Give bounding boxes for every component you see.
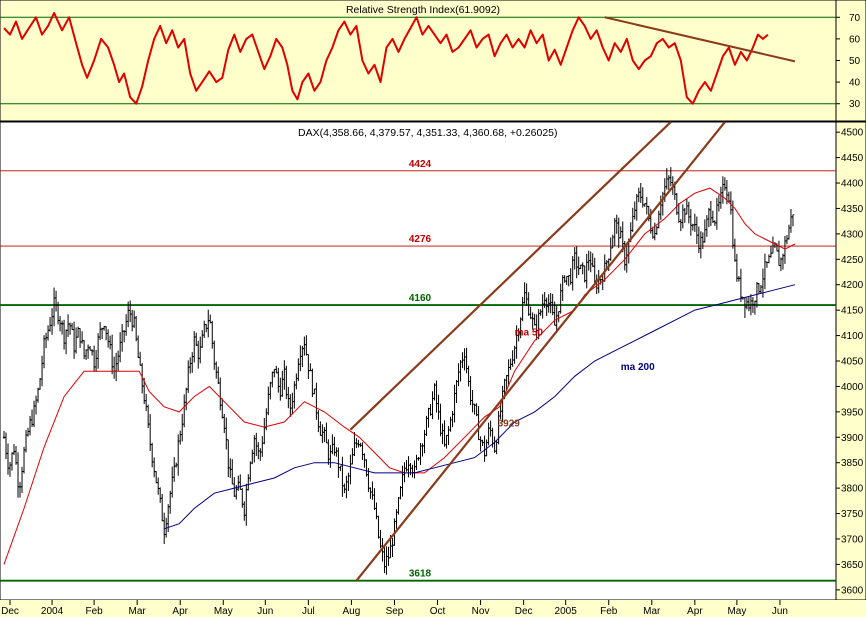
annotation-ma-200: ma 200 <box>621 362 655 373</box>
price-header: DAX(4,358.66, 4,379.57, 4,351.33, 4,360.… <box>298 127 558 139</box>
price-tick-label: 4350 <box>841 204 864 215</box>
annotation-3929: 3929 <box>498 419 521 430</box>
level-label-4276: 4276 <box>409 234 432 245</box>
price-tick-label: 3900 <box>841 433 864 444</box>
x-tick-label: Dec <box>515 606 533 617</box>
price-tick-label: 3850 <box>841 458 864 469</box>
price-tick-label: 3950 <box>841 407 864 418</box>
price-tick-label: 4200 <box>841 280 864 291</box>
x-tick-label: Aug <box>343 606 361 617</box>
price-panel: DAX(4,358.66, 4,379.57, 4,351.33, 4,360.… <box>0 121 866 601</box>
price-plot-background <box>0 121 837 601</box>
price-tick-label: 3800 <box>841 484 864 495</box>
price-tick-label: 4500 <box>841 128 864 139</box>
price-tick-label: 4150 <box>841 306 864 317</box>
rsi-tick-label: 70 <box>849 13 861 24</box>
level-label-3618: 3618 <box>409 569 432 580</box>
x-tick-label: Mar <box>643 606 661 617</box>
price-tick-label: 3600 <box>841 585 864 596</box>
rsi-title: Relative Strength Index(61.9092) <box>346 4 500 16</box>
price-tick-label: 4400 <box>841 179 864 190</box>
x-tick-label: Nov <box>472 606 490 617</box>
rsi-line <box>3 12 769 105</box>
price-tick-label: 4250 <box>841 255 864 266</box>
rsi-plot-background <box>0 0 837 122</box>
x-tick-label: Feb <box>85 606 103 617</box>
rsi-tick-label: 40 <box>849 78 861 89</box>
x-tick-label: Feb <box>600 606 618 617</box>
ma-200-line <box>164 284 796 530</box>
price-tick-label: 3650 <box>841 560 864 571</box>
x-tick-label: Dec <box>1 606 19 617</box>
x-tick-label: Apr <box>172 606 188 617</box>
x-tick-label: Apr <box>687 606 703 617</box>
ma-50-line <box>3 187 796 565</box>
x-tick-label: Jun <box>257 606 273 617</box>
x-tick-label: 2005 <box>555 606 578 617</box>
price-tick-label: 3750 <box>841 509 864 520</box>
x-tick-label: 2004 <box>41 606 64 617</box>
x-tick-label: May <box>727 606 746 617</box>
level-label-4424: 4424 <box>409 159 432 170</box>
price-tick-label: 4450 <box>841 153 864 164</box>
channel-line-1 <box>349 121 672 431</box>
rsi-tick-label: 50 <box>849 56 861 67</box>
rsi-tick-label: 30 <box>849 99 861 110</box>
level-label-4160: 4160 <box>409 293 432 304</box>
price-tick-label: 4000 <box>841 382 864 393</box>
rsi-tick-label: 60 <box>849 34 861 45</box>
x-tick-label: Oct <box>430 606 446 617</box>
x-tick-label: Jul <box>302 606 315 617</box>
x-tick-label: Sep <box>386 606 404 617</box>
x-tick-label: May <box>214 606 233 617</box>
x-tick-label: Jun <box>772 606 788 617</box>
price-tick-label: 3700 <box>841 534 864 545</box>
annotation-ma-50: ma 50 <box>515 328 544 339</box>
rsi-panel: Relative Strength Index(61.9092) 70 60 50 4… <box>0 0 866 122</box>
x-axis-background <box>0 600 866 617</box>
channel-line-2 <box>355 121 726 582</box>
x-tick-label: Mar <box>129 606 147 617</box>
rsi-trendline <box>604 16 796 63</box>
price-tick-label: 4050 <box>841 357 864 368</box>
price-tick-label: 4100 <box>841 331 864 342</box>
price-tick-label: 4300 <box>841 229 864 240</box>
